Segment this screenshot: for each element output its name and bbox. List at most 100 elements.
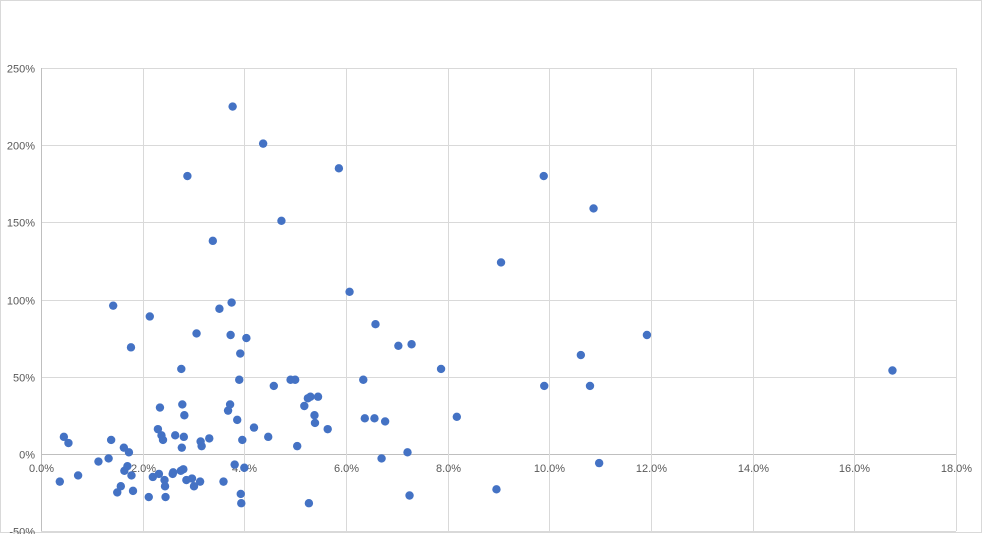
y-tick-label: 100%: [7, 296, 35, 308]
data-point: [178, 443, 186, 451]
data-point: [188, 474, 196, 482]
data-point: [159, 436, 167, 444]
data-point: [250, 423, 258, 431]
data-point: [109, 301, 117, 309]
data-point: [371, 320, 379, 328]
data-point: [586, 382, 594, 390]
data-point: [888, 366, 896, 374]
data-point: [161, 493, 169, 501]
data-point: [226, 400, 234, 408]
data-point: [242, 334, 250, 342]
data-point: [405, 491, 413, 499]
data-point: [180, 433, 188, 441]
data-point: [377, 454, 385, 462]
data-point: [293, 442, 301, 450]
y-tick-label: 200%: [7, 141, 35, 153]
data-point: [56, 477, 64, 485]
data-point: [117, 482, 125, 490]
data-point: [145, 493, 153, 501]
y-tick-label: 150%: [7, 218, 35, 230]
data-point: [403, 448, 411, 456]
data-point: [324, 425, 332, 433]
data-point: [492, 485, 500, 493]
x-tick-label: 8.0%: [436, 463, 461, 475]
x-tick-label: 16.0%: [839, 463, 870, 475]
data-point: [306, 393, 314, 401]
data-point: [161, 482, 169, 490]
data-point: [314, 393, 322, 401]
data-point: [104, 454, 112, 462]
data-point: [219, 477, 227, 485]
x-tick-label: 0.0%: [29, 463, 54, 475]
data-point: [196, 477, 204, 485]
data-point: [577, 351, 585, 359]
data-point: [237, 490, 245, 498]
data-point: [305, 499, 313, 507]
gridlines: [41, 68, 957, 532]
data-point: [74, 471, 82, 479]
y-tick-label: 0%: [19, 450, 35, 462]
tick-labels: -50%0%50%100%150%200%250%0.0%2.0%4.0%6.0…: [7, 64, 972, 534]
data-point: [107, 436, 115, 444]
data-point: [183, 172, 191, 180]
data-point: [595, 459, 603, 467]
data-point: [359, 376, 367, 384]
data-point: [169, 468, 177, 476]
data-point: [125, 448, 133, 456]
data-point: [123, 462, 131, 470]
data-point: [264, 433, 272, 441]
data-point: [179, 465, 187, 473]
data-point: [227, 298, 235, 306]
data-point: [238, 436, 246, 444]
data-point: [540, 382, 548, 390]
data-point: [94, 457, 102, 465]
data-point: [205, 434, 213, 442]
data-point: [146, 312, 154, 320]
data-point: [192, 329, 200, 337]
data-point: [300, 402, 308, 410]
data-point: [335, 164, 343, 172]
data-point: [156, 403, 164, 411]
y-tick-label: 250%: [7, 64, 35, 76]
data-point: [394, 342, 402, 350]
data-point: [180, 411, 188, 419]
y-tick-label: 50%: [13, 373, 35, 385]
data-point: [177, 365, 185, 373]
data-point: [230, 460, 238, 468]
data-point: [215, 305, 223, 313]
data-point: [589, 204, 597, 212]
data-point: [361, 414, 369, 422]
data-point: [370, 414, 378, 422]
x-tick-label: 18.0%: [941, 463, 972, 475]
data-point: [310, 411, 318, 419]
data-point: [64, 439, 72, 447]
data-point: [381, 417, 389, 425]
data-point: [237, 499, 245, 507]
data-point: [643, 331, 651, 339]
data-point: [407, 340, 415, 348]
data-points: [56, 102, 897, 507]
data-point: [540, 172, 548, 180]
data-point: [277, 217, 285, 225]
data-point: [453, 413, 461, 421]
x-tick-label: 6.0%: [334, 463, 359, 475]
data-point: [129, 487, 137, 495]
data-point: [171, 431, 179, 439]
data-point: [209, 237, 217, 245]
data-point: [127, 343, 135, 351]
x-tick-label: 14.0%: [738, 463, 769, 475]
data-point: [127, 471, 135, 479]
data-point: [228, 102, 236, 110]
data-point: [197, 442, 205, 450]
x-tick-label: 12.0%: [636, 463, 667, 475]
data-point: [240, 464, 248, 472]
data-point: [259, 139, 267, 147]
data-point: [497, 258, 505, 266]
data-point: [178, 400, 186, 408]
data-point: [437, 365, 445, 373]
x-tick-label: 10.0%: [534, 463, 565, 475]
data-point: [270, 382, 278, 390]
data-point: [235, 376, 243, 384]
